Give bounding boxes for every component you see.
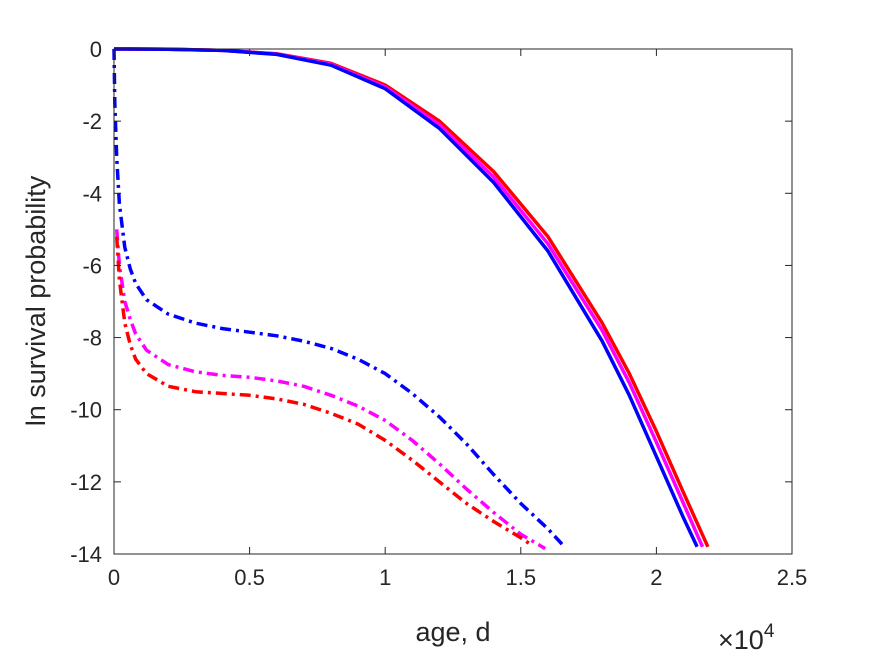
y-tick-label: -4 xyxy=(82,181,102,206)
y-tick-label: -10 xyxy=(70,398,102,423)
y-tick-label: -6 xyxy=(82,253,102,278)
x-tick-label: 2 xyxy=(650,565,662,590)
x-tick-label: 0 xyxy=(108,565,120,590)
x-tick-label: 0.5 xyxy=(234,565,265,590)
series-line-dashdot-6 xyxy=(114,236,533,547)
series-layer xyxy=(112,47,710,551)
series-line-solid-3 xyxy=(113,47,699,548)
y-tick-label: 0 xyxy=(90,37,102,62)
x-tick-label: 1 xyxy=(379,565,391,590)
y-tick-label: -2 xyxy=(82,109,102,134)
axes-box xyxy=(113,48,793,555)
plot-area xyxy=(114,49,792,554)
x-axis-title: age, d xyxy=(415,617,490,647)
x-tick-label: 1.5 xyxy=(506,565,537,590)
x-exponent-power: 4 xyxy=(764,621,775,642)
y-axis-title: ln survival probability xyxy=(21,175,51,426)
series-line-dashdot-5 xyxy=(114,229,547,551)
tick-layer: 0 0.5 1 1.5 2 2.5 0 -2 -4 -6 -8 -10 -12 -14 xyxy=(70,37,807,590)
x-exponent-base: ×10 xyxy=(718,625,764,655)
y-tick-label: -14 xyxy=(70,542,102,567)
x-exponent-label: ×104 xyxy=(718,621,775,655)
y-tick-label: -8 xyxy=(82,326,102,351)
x-tick-label: 2.5 xyxy=(777,565,808,590)
y-tick-label: -12 xyxy=(70,470,102,495)
